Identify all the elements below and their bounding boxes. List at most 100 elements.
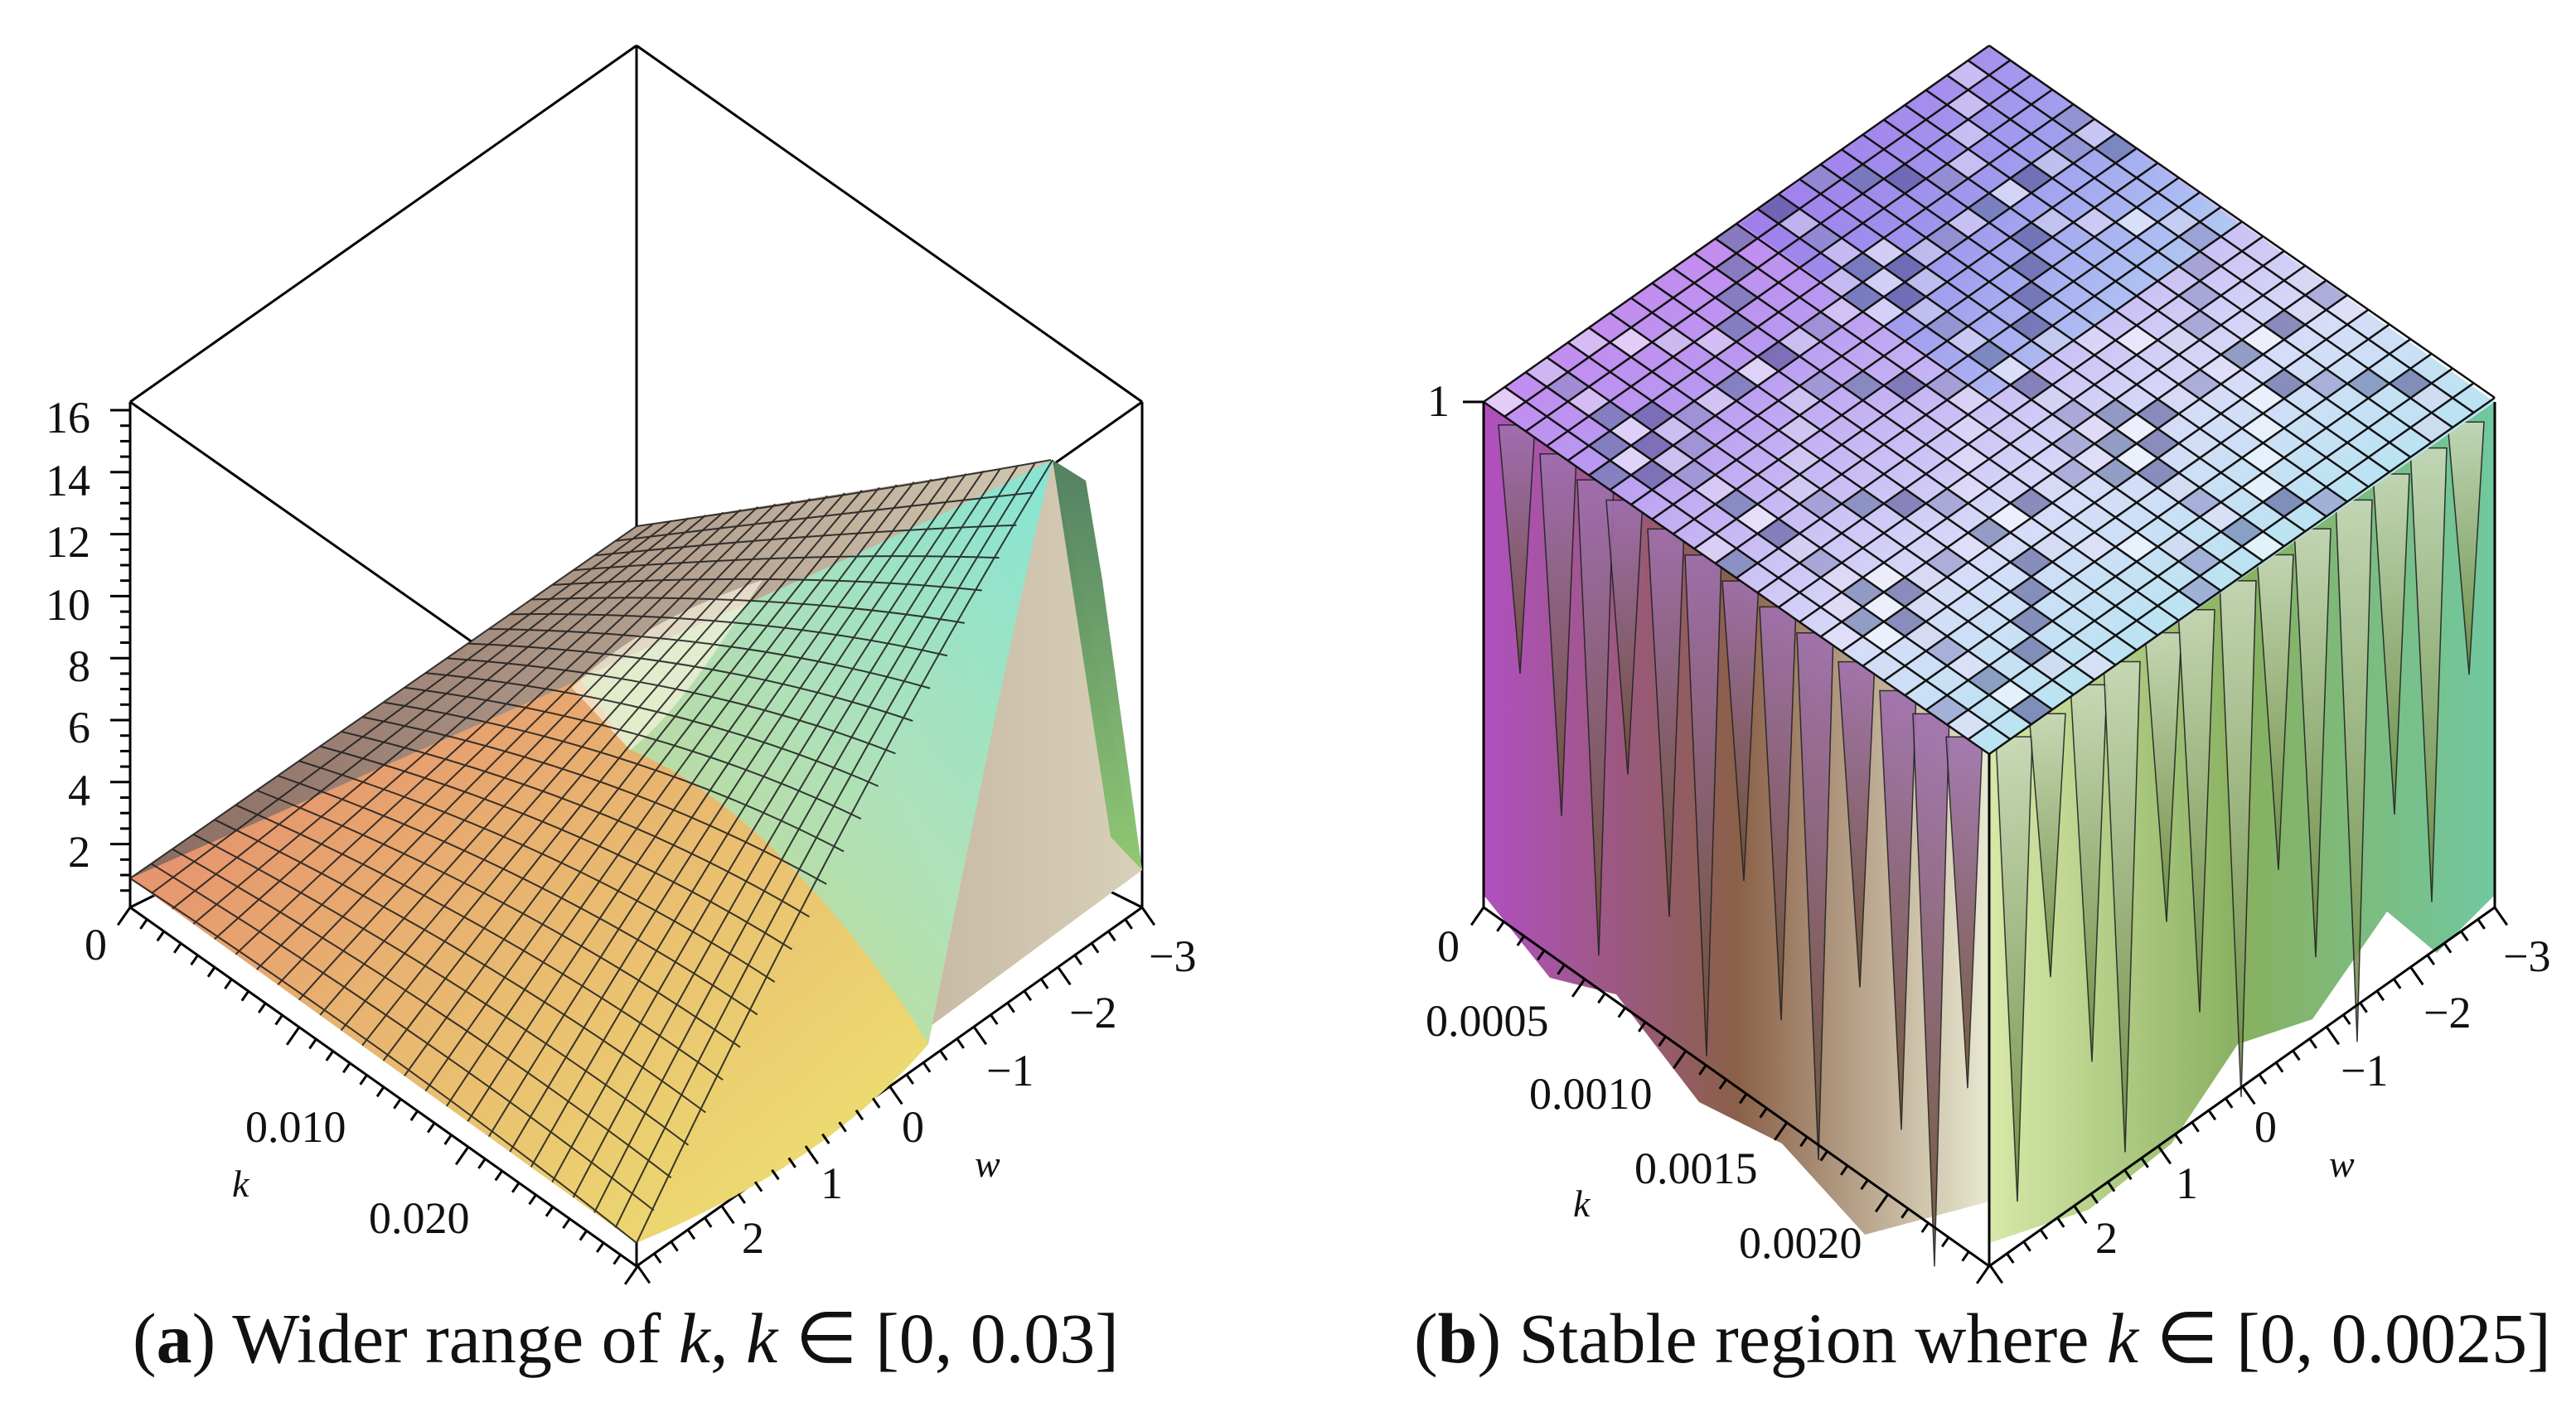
w-minor-tick xyxy=(2460,930,2469,942)
k-minor-tick xyxy=(224,978,233,990)
mesh-line-k xyxy=(488,627,931,689)
w-minor-tick xyxy=(889,1086,903,1105)
k-minor-tick xyxy=(454,1146,470,1166)
w-minor-tick xyxy=(2089,1192,2099,1204)
w-minor-tick xyxy=(771,1168,780,1181)
k-minor-tick xyxy=(1617,1007,1627,1018)
w-minor-tick xyxy=(1090,942,1100,954)
w-tick-neg1: −1 xyxy=(986,1046,1034,1095)
k-minor-tick xyxy=(1839,1164,1849,1176)
caption-a-text: Wider range of xyxy=(232,1299,661,1378)
k-minor-tick xyxy=(426,1122,436,1134)
plateau-grid-line xyxy=(1946,74,2453,428)
caption-b-elem: ∈ xyxy=(2138,1299,2236,1378)
caption-a-elem: ∈ xyxy=(777,1299,876,1378)
mesh-line-w xyxy=(277,505,759,986)
mesh-line-k xyxy=(298,760,776,983)
w-minor-tick xyxy=(922,1062,932,1073)
w-minor-tick xyxy=(2241,1086,2256,1105)
mesh-line-k xyxy=(150,863,655,1211)
k-minor-tick xyxy=(595,1241,605,1253)
panel-b-w-tick-neg1: −1 xyxy=(2341,1046,2388,1095)
z-tick-6: 6 xyxy=(68,703,90,752)
mesh-line-w xyxy=(446,484,898,1107)
w-minor-tick xyxy=(2493,907,2509,926)
k-minor-tick xyxy=(341,1062,351,1074)
w-minor-tick xyxy=(2274,1062,2284,1073)
mesh-line-w xyxy=(467,481,915,1122)
w-minor-tick xyxy=(2359,1002,2368,1013)
k-minor-tick xyxy=(359,1074,368,1086)
w-minor-tick xyxy=(703,1216,713,1228)
z-tick-2: 2 xyxy=(68,827,90,877)
plateau-grid-line xyxy=(1988,44,2496,399)
mesh-line-k xyxy=(615,491,1034,542)
k-minor-tick xyxy=(528,1193,537,1206)
w-minor-tick xyxy=(2073,1205,2088,1225)
k-minor-tick xyxy=(1860,1178,1869,1191)
panel-a-plot: 16 14 12 10 8 6 4 2 0 0.010 0.020 k −3 −… xyxy=(46,44,1196,1285)
k-minor-tick xyxy=(139,918,148,930)
w-minor-tick xyxy=(1988,1265,2004,1284)
k-minor-tick xyxy=(1698,1064,1707,1076)
w-minor-tick xyxy=(2292,1049,2301,1062)
w-minor-tick xyxy=(1107,930,1116,942)
mesh-line-w xyxy=(214,514,707,941)
mesh-line-k xyxy=(319,745,793,950)
mesh-line-w xyxy=(361,495,828,1047)
w-minor-tick xyxy=(2123,1168,2133,1181)
k-minor-tick xyxy=(116,907,132,926)
caption-b-text: Stable region where xyxy=(1518,1299,2089,1378)
panel-b-k-tick-0.0020: 0.0020 xyxy=(1739,1218,1862,1268)
w-minor-tick xyxy=(636,1265,651,1284)
panel-b-w-tick-neg3: −3 xyxy=(2503,931,2550,981)
k-minor-tick xyxy=(156,931,166,942)
mesh-line-k xyxy=(593,524,1017,557)
w-minor-tick xyxy=(2375,989,2385,1002)
w-minor-tick xyxy=(2006,1252,2015,1264)
panel-b-walls xyxy=(1484,402,2495,1267)
w-minor-tick xyxy=(2392,978,2402,989)
k-minor-tick xyxy=(1637,1021,1647,1033)
panel-a-surface-right-face xyxy=(1053,460,1142,870)
k-minor-tick xyxy=(172,942,182,954)
mesh-line-w xyxy=(172,520,672,910)
panel-b-w-tick-0: 0 xyxy=(2254,1102,2277,1152)
k-minor-tick xyxy=(375,1086,385,1098)
mesh-line-k xyxy=(172,848,672,1179)
k-minor-tick xyxy=(1496,921,1505,932)
k-minor-tick xyxy=(494,1170,504,1182)
w-minor-tick xyxy=(2325,1026,2341,1046)
k-minor-tick xyxy=(1658,1035,1667,1047)
panel-b-mesh xyxy=(1483,44,2496,756)
k-minor-tick xyxy=(409,1110,419,1121)
mesh-line-w xyxy=(487,478,932,1138)
mesh-line-w xyxy=(340,497,811,1031)
k-minor-tick xyxy=(1718,1078,1728,1090)
k-minor-tick xyxy=(190,954,199,966)
plateau-grid-line xyxy=(1988,396,2496,756)
panel-a-surface xyxy=(129,459,1142,1244)
panel-b-k-tick-0.0010: 0.0010 xyxy=(1529,1069,1653,1119)
w-minor-tick xyxy=(1039,978,1049,989)
mesh-line-k xyxy=(573,555,1000,572)
z-tick-10: 10 xyxy=(46,580,90,630)
w-minor-tick xyxy=(2443,942,2453,954)
w-minor-tick xyxy=(1006,1002,1015,1013)
plateau-grid-line xyxy=(1904,104,2412,458)
mesh-line-w xyxy=(256,509,742,970)
w-minor-tick xyxy=(939,1049,948,1062)
z-tick-16: 16 xyxy=(46,393,90,443)
panel-b-k-ticks xyxy=(1470,907,1991,1284)
k-minor-tick xyxy=(1597,992,1606,1004)
w-minor-tick xyxy=(653,1252,662,1264)
panel-a-k-axis-label: k xyxy=(232,1163,250,1205)
w-minor-tick xyxy=(1073,954,1083,965)
w-minor-tick xyxy=(2174,1133,2183,1144)
w-minor-tick xyxy=(2191,1121,2200,1133)
mesh-line-k xyxy=(467,642,913,722)
panel-b-z-tick-1: 1 xyxy=(1427,376,1450,426)
caption-a-var: k xyxy=(678,1299,710,1378)
w-minor-tick xyxy=(2477,918,2486,930)
mesh-line-k xyxy=(277,775,758,1016)
